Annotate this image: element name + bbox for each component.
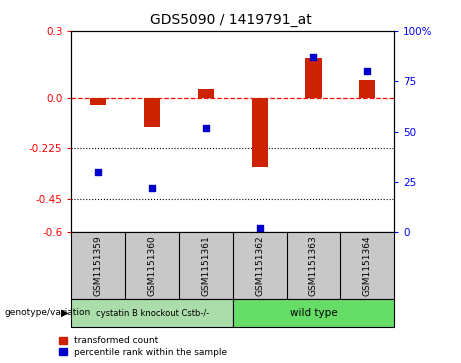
Point — [256, 225, 263, 231]
Text: ▶: ▶ — [61, 308, 68, 318]
Bar — [252, 98, 268, 167]
Bar — [198, 89, 214, 98]
Bar — [71, 299, 233, 327]
Text: GDS5090 / 1419791_at: GDS5090 / 1419791_at — [150, 13, 311, 27]
Text: GSM1151364: GSM1151364 — [363, 236, 372, 296]
Bar — [233, 299, 394, 327]
Point — [95, 169, 102, 175]
Text: GSM1151361: GSM1151361 — [201, 236, 210, 296]
Text: GSM1151363: GSM1151363 — [309, 236, 318, 296]
Point — [310, 54, 317, 60]
Bar — [305, 58, 321, 98]
Point — [364, 68, 371, 74]
Bar — [359, 80, 375, 98]
Legend: transformed count, percentile rank within the sample: transformed count, percentile rank withi… — [58, 335, 229, 359]
Point — [148, 185, 156, 191]
Text: genotype/variation: genotype/variation — [5, 309, 91, 317]
Bar — [90, 98, 106, 105]
Bar — [144, 98, 160, 127]
Text: GSM1151362: GSM1151362 — [255, 236, 264, 296]
Text: wild type: wild type — [290, 308, 337, 318]
Text: GSM1151360: GSM1151360 — [148, 236, 157, 296]
Point — [202, 125, 210, 130]
Text: cystatin B knockout Cstb-/-: cystatin B knockout Cstb-/- — [95, 309, 209, 318]
Text: GSM1151359: GSM1151359 — [94, 236, 103, 296]
